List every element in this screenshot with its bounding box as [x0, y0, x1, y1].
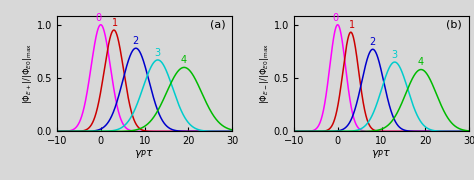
Text: 4: 4 — [181, 55, 187, 65]
Text: 0: 0 — [95, 13, 101, 23]
Y-axis label: $|\Phi_{E-}|/|\Phi_{E0}|_{\rm max}$: $|\Phi_{E-}|/|\Phi_{E0}|_{\rm max}$ — [258, 43, 271, 104]
X-axis label: $\gamma_P\tau$: $\gamma_P\tau$ — [371, 148, 392, 160]
Text: 3: 3 — [155, 48, 161, 58]
Y-axis label: $|\Phi_{E+}|/|\Phi_{E0}|_{\rm max}$: $|\Phi_{E+}|/|\Phi_{E0}|_{\rm max}$ — [21, 43, 34, 104]
Text: 2: 2 — [370, 37, 376, 47]
Text: 2: 2 — [133, 36, 139, 46]
X-axis label: $\gamma_P\tau$: $\gamma_P\tau$ — [135, 148, 155, 160]
Text: (a): (a) — [210, 20, 225, 30]
Text: 0: 0 — [332, 13, 338, 23]
Text: 1: 1 — [112, 18, 118, 28]
Text: (b): (b) — [447, 20, 462, 30]
Text: 1: 1 — [349, 20, 355, 30]
Text: 3: 3 — [392, 50, 398, 60]
Text: 4: 4 — [418, 57, 424, 67]
